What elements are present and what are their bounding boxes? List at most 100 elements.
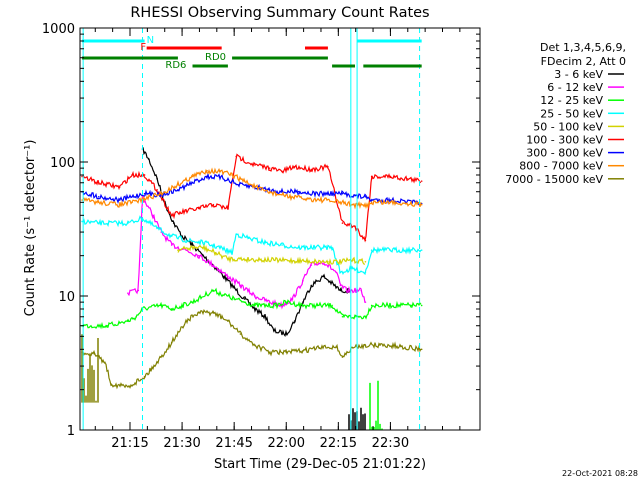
series-800-7000-kev-point-18	[352, 203, 354, 206]
series-300-800-kev-point-14	[281, 190, 283, 193]
series-25-50-kev-point-16	[331, 246, 333, 249]
series-100-300-kev-point-14	[281, 170, 283, 173]
series-25-50-kev-point-4	[156, 227, 158, 230]
series-7000-15000-kev-point-5	[143, 375, 146, 378]
series-12-25-kev-point-9	[212, 289, 215, 292]
chart-title: RHESSI Observing Summary Count Rates	[130, 5, 429, 21]
series-12-25-kev-point-8	[191, 301, 194, 303]
series-7000-15000-kev	[81, 308, 423, 390]
series-7000-15000-kev-point-8	[185, 320, 188, 322]
series-3-6-kev-line	[142, 147, 351, 338]
x-tick-label-21-15: 21:15	[111, 436, 148, 451]
series-layer	[81, 147, 423, 430]
footer-timestamp: 22-Oct-2021 08:28	[562, 469, 638, 478]
series-6-12-kev-line	[127, 197, 366, 310]
series-7000-15000-kev-point-3	[110, 383, 113, 385]
y-tick-label-1000: 1000	[42, 22, 75, 37]
series-800-7000-kev-point-10	[231, 174, 233, 176]
series-100-300-kev-point-10	[227, 207, 229, 210]
series-50-100-kev-point-6	[339, 260, 342, 263]
y-axis-label: Count Rate (s⁻¹ detector⁻¹)	[23, 140, 38, 317]
legend-label-300-800-kev: 300 - 800 keV	[526, 147, 603, 160]
series-12-25-kev-point-2	[106, 324, 108, 327]
series-6-12-kev-point-11	[254, 295, 256, 297]
flag-f-label: F	[140, 42, 146, 53]
series-300-800-kev-point-6	[177, 189, 179, 191]
series-25-50-kev-point-20	[370, 249, 373, 251]
series-25-50-kev-point-2	[127, 222, 129, 224]
series-50-100-kev-point-7	[352, 259, 354, 261]
series-6-12-kev-point-8	[212, 264, 215, 266]
series-50-100-kev-point-1	[191, 246, 194, 249]
series-25-50-kev-point-10	[235, 233, 238, 235]
spike-trace-12-25-kev	[369, 380, 383, 430]
x-tick-label-21-30: 21:30	[163, 436, 200, 451]
x-tick-label-21-45: 21:45	[215, 436, 252, 451]
overlay-layer	[82, 28, 421, 430]
series-3-6-kev-point-13	[264, 315, 267, 318]
series-300-800-kev-point-11	[235, 183, 238, 186]
series-12-25-kev-point-21	[370, 304, 373, 307]
series-3-6-kev-point-12	[254, 308, 256, 310]
series-50-100-kev-point-5	[327, 260, 329, 263]
series-25-50-kev-point-11	[247, 237, 250, 239]
series-3-6-kev-point-15	[285, 333, 288, 335]
series-100-300-kev	[81, 153, 423, 243]
series-3-6-kev-point-5	[181, 235, 183, 237]
series-800-7000-kev-point-13	[275, 192, 277, 195]
series-12-25-kev-point-17	[331, 304, 333, 307]
series-25-50-kev-point-23	[420, 249, 423, 251]
series-7000-15000-kev-point-6	[156, 361, 158, 364]
series-7000-15000-kev-point-12	[239, 333, 242, 335]
series-12-25-kev-point-20	[364, 315, 367, 318]
series-800-7000-kev-point-15	[306, 198, 308, 200]
series-300-800-kev-point-18	[341, 192, 344, 195]
series-7000-15000-kev-point-10	[212, 311, 215, 314]
series-300-800-kev-point-20	[364, 195, 367, 198]
series-25-50-kev-line	[82, 215, 422, 276]
series-300-800-kev-point-13	[268, 189, 271, 191]
series-800-7000-kev-point-14	[289, 195, 292, 198]
series-50-100-kev-point-2	[202, 246, 204, 249]
series-800-7000-kev-point-1	[97, 201, 100, 204]
series-7000-15000-kev-point-14	[268, 351, 271, 354]
x-tick-label-22-30: 22:30	[372, 436, 409, 451]
series-25-50-kev-point-13	[281, 244, 283, 246]
series-100-300-kev-point-23	[406, 177, 408, 180]
legend-header-line-2: FDecim 2, Att 0	[541, 55, 626, 68]
series-7000-15000-kev-point-19	[341, 356, 344, 358]
series-800-7000-kev-point-9	[218, 170, 221, 173]
series-12-25-kev-point-13	[275, 304, 277, 307]
series-3-6-kev-point-2	[156, 177, 158, 180]
series-300-800-kev-point-22	[389, 199, 392, 201]
series-300-800-kev-point-17	[327, 192, 329, 195]
series-800-7000-kev-point-16	[322, 199, 325, 201]
series-100-300-kev-point-16	[310, 168, 313, 171]
series-100-300-kev-point-20	[364, 239, 367, 242]
series-6-12-kev-point-9	[227, 275, 229, 278]
series-300-800-kev-point-16	[314, 192, 317, 195]
series-100-300-kev-point-24	[420, 180, 423, 182]
series-100-300-kev-point-13	[268, 167, 271, 169]
series-800-7000-kev	[81, 167, 423, 210]
x-axis-label: Start Time (29-Dec-05 21:01:22)	[214, 457, 426, 472]
series-100-300-kev-point-1	[97, 181, 100, 184]
series-800-7000-kev-point-11	[243, 180, 246, 182]
series-25-50-kev-point-7	[202, 241, 204, 244]
series-12-25-kev-point-1	[97, 324, 100, 327]
series-7000-15000-kev-point-7	[170, 341, 173, 344]
series-25-50-kev	[81, 215, 423, 276]
series-6-12-kev-point-1	[137, 289, 140, 292]
series-300-800-kev-point-19	[354, 194, 356, 197]
series-50-100-kev-point-3	[214, 252, 217, 254]
series-7000-15000-kev-point-1	[93, 353, 96, 355]
series-6-12-kev-point-7	[197, 254, 200, 257]
series-300-800-kev-point-9	[218, 176, 221, 179]
series-300-800-kev-point-7	[191, 181, 194, 184]
series-100-300-kev-line	[82, 153, 422, 243]
series-6-12-kev-point-6	[185, 249, 188, 251]
series-100-300-kev-point-19	[354, 225, 356, 228]
series-7000-15000-kev-point-9	[197, 311, 200, 314]
series-100-300-kev-point-21	[370, 175, 373, 178]
